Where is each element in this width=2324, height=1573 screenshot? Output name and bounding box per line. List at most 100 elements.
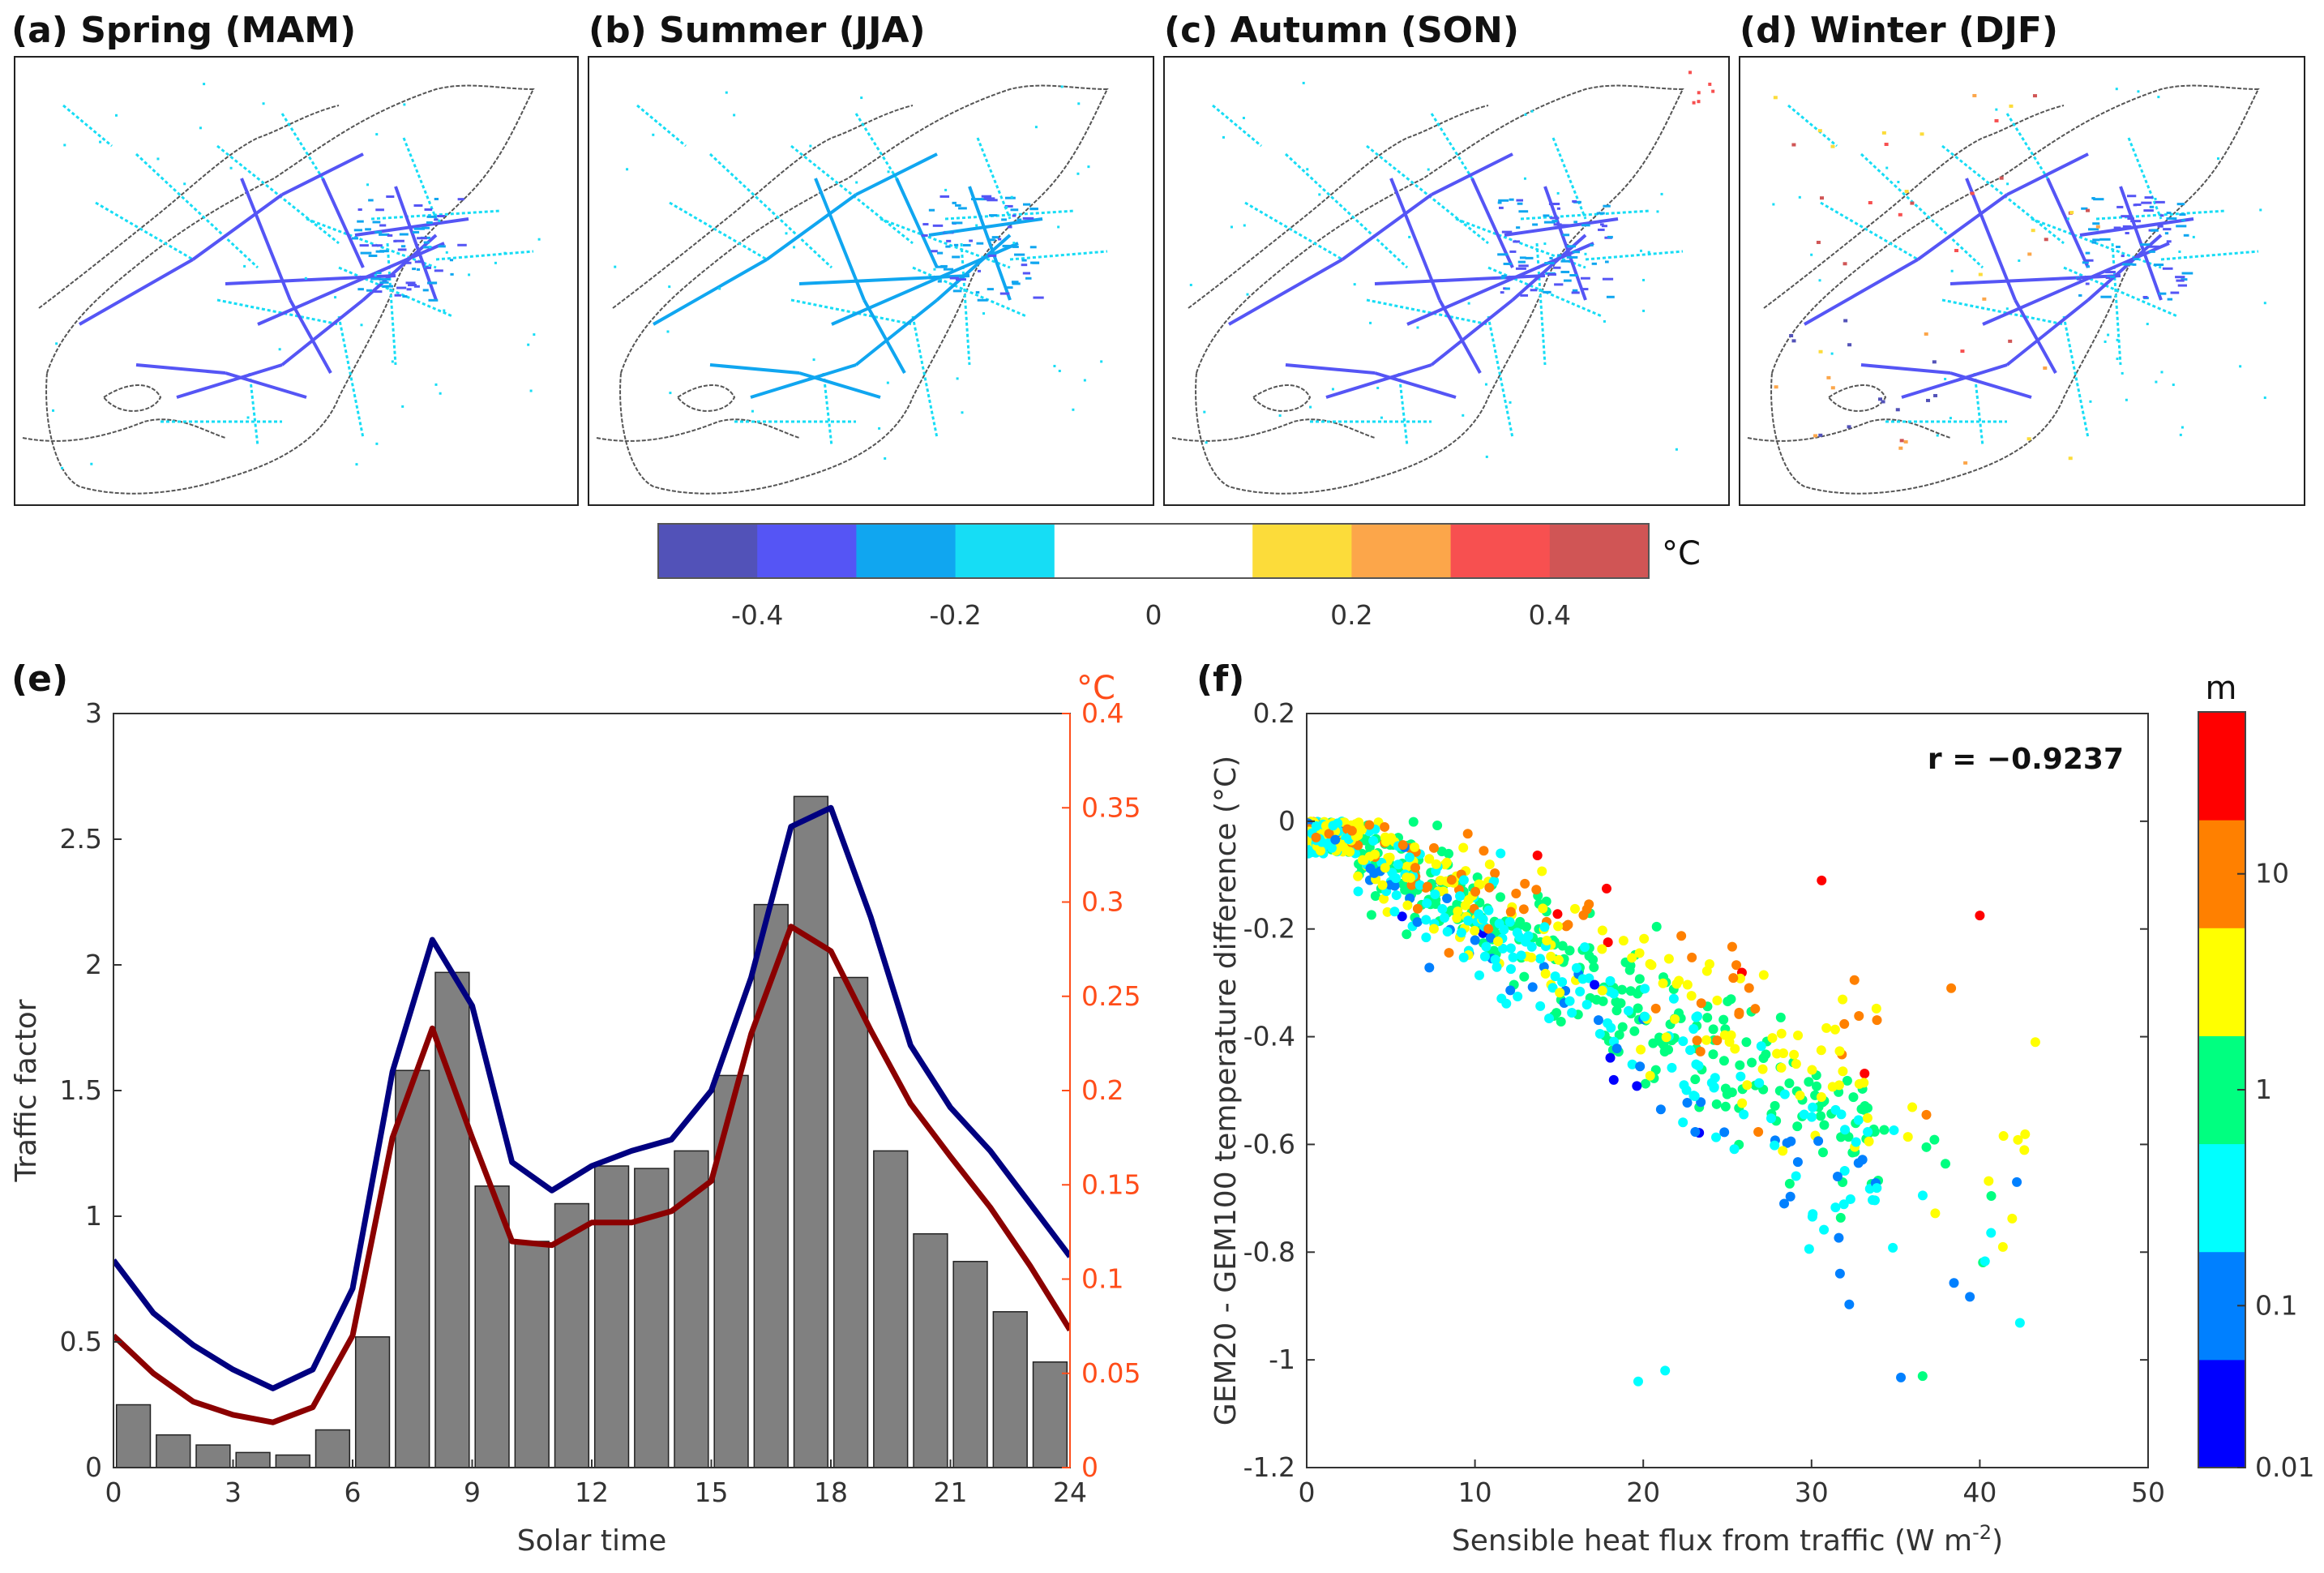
- road-major: [709, 363, 800, 375]
- road-pixel: [999, 292, 1010, 295]
- scatter-point: [1853, 1115, 1864, 1125]
- road-pixel: [1369, 321, 1372, 324]
- warm-pixel: [1924, 332, 1928, 336]
- road-pixel: [1547, 273, 1556, 276]
- bar: [554, 1202, 590, 1468]
- scatter-point: [2013, 1134, 2023, 1145]
- scatter-point: [1634, 974, 1645, 984]
- y-tick-label: -0.6: [1243, 1128, 1295, 1159]
- scatter-point: [1460, 900, 1470, 911]
- scatter-point: [1428, 924, 1439, 934]
- scatter-point: [1678, 1036, 1688, 1047]
- scatter-point: [1765, 1113, 1776, 1124]
- y-tick-label: 2: [85, 949, 102, 980]
- colorbar-bin: [757, 524, 857, 578]
- road-pixel: [1353, 283, 1356, 286]
- road-pixel: [1523, 177, 1526, 180]
- scatter-point: [1778, 1146, 1788, 1156]
- road-pixel: [988, 238, 995, 242]
- road-pixel: [2100, 295, 2112, 298]
- road-pixel: [1596, 212, 1605, 215]
- road-major: [1950, 274, 2121, 285]
- road-major: [2079, 217, 2194, 237]
- scatter-point: [1442, 927, 1453, 937]
- scatter-point: [1570, 903, 1581, 914]
- road-pixel: [2164, 232, 2169, 235]
- road-pixel: [1230, 225, 1233, 229]
- road-pixel: [1581, 224, 1590, 227]
- road-pixel: [937, 280, 942, 283]
- road-pixel: [2099, 238, 2111, 241]
- road-pixel: [203, 83, 206, 86]
- road-pixel: [2162, 267, 2173, 270]
- warm-pixel: [1904, 190, 1909, 194]
- road-pixel: [809, 144, 812, 148]
- road-pixel: [2122, 225, 2132, 228]
- road-pixel: [1001, 218, 1007, 221]
- colorbar-tick-label: 1: [2255, 1074, 2272, 1105]
- road-major: [1285, 363, 1376, 375]
- road-pixel: [403, 261, 412, 264]
- scatter-point: [1552, 909, 1563, 919]
- road-pixel: [1936, 434, 1939, 437]
- scatter-point: [1601, 883, 1611, 894]
- road-pixel: [1513, 240, 1520, 243]
- scatter-point: [1857, 1155, 1868, 1165]
- scatter-point: [1463, 915, 1474, 926]
- road-pixel: [2153, 264, 2164, 267]
- road-pixel: [1077, 102, 1081, 105]
- road-pixel: [1556, 191, 1560, 195]
- scatter-point: [1986, 1190, 1997, 1201]
- road-pixel: [1016, 218, 1022, 221]
- road-pixel: [733, 114, 736, 117]
- bar: [195, 1444, 231, 1468]
- road-pixel: [423, 246, 432, 249]
- scatter-point: [1608, 988, 1619, 999]
- road-minor: [370, 209, 502, 221]
- scatter-point: [1359, 855, 1369, 865]
- road-pixel: [983, 197, 990, 200]
- road-pixel: [427, 281, 438, 285]
- road-pixel: [931, 250, 938, 253]
- road-pixel: [351, 237, 358, 240]
- warm-pixel: [1970, 191, 1975, 195]
- road-pixel: [63, 144, 66, 147]
- road-pixel: [1515, 267, 1526, 270]
- road-pixel: [1331, 388, 1334, 391]
- road-pixel: [262, 102, 265, 105]
- scatter-point: [1415, 880, 1425, 890]
- warm-pixel: [2027, 437, 2031, 441]
- road-pixel: [668, 285, 671, 289]
- scatter-point: [1776, 1028, 1787, 1039]
- map-geometry: [596, 84, 1109, 495]
- road-minor: [62, 104, 113, 148]
- road-pixel: [1885, 166, 1889, 169]
- scatter-point: [1470, 925, 1480, 936]
- y-tick-label: -0.4: [1243, 1021, 1295, 1052]
- scatter-point: [1424, 962, 1435, 973]
- road-minor: [135, 152, 259, 269]
- scatter-point: [1784, 1078, 1795, 1089]
- scatter-point: [1872, 1183, 1882, 1194]
- cold-pixel: [1933, 393, 1938, 397]
- scatter-point: [1819, 1120, 1830, 1130]
- scatter-point: [1741, 1037, 1752, 1048]
- scatter-point: [1663, 954, 1674, 964]
- scatter-point: [1307, 835, 1312, 846]
- warm-pixel: [2008, 339, 2013, 343]
- road-pixel: [944, 188, 948, 191]
- road-pixel: [961, 411, 964, 414]
- road-minor: [1455, 217, 1586, 269]
- road-pixel: [922, 223, 929, 226]
- bar: [832, 976, 869, 1468]
- road-pixel: [1524, 113, 1527, 116]
- road-minor: [1284, 152, 1409, 269]
- road-pixel: [445, 251, 448, 254]
- scatter-point: [1660, 1365, 1671, 1376]
- road-pixel: [428, 246, 431, 249]
- road-pixel: [1029, 208, 1038, 211]
- scatter-point: [1734, 1007, 1744, 1018]
- road-pixel: [434, 218, 439, 221]
- road-pixel: [1022, 203, 1031, 206]
- road-pixel: [1306, 168, 1309, 171]
